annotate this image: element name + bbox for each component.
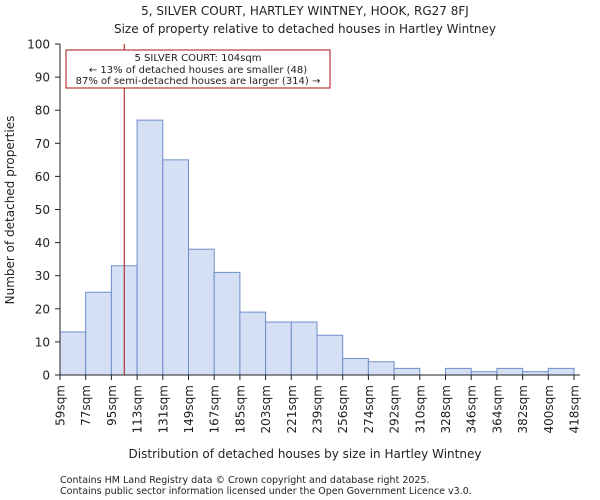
x-tick-label: 382sqm (516, 385, 530, 433)
x-tick-label: 131sqm (156, 385, 170, 433)
y-tick-label: 90 (35, 71, 50, 85)
y-axis-ticks: 0 10 20 30 40 50 60 70 80 90 100 (27, 38, 60, 383)
y-tick-label: 100 (27, 38, 50, 52)
annotation-line1: 5 SILVER COURT: 104sqm (135, 53, 262, 64)
y-tick-label: 30 (35, 269, 50, 283)
x-tick-label: 185sqm (233, 385, 247, 433)
histogram-bar (496, 367, 524, 376)
x-tick-label: 167sqm (208, 385, 222, 433)
x-tick-label: 292sqm (388, 385, 402, 433)
x-tick-label: 77sqm (79, 385, 93, 426)
x-axis-ticks: 59sqm 77sqm 95sqm 113sqm 131sqm 149sqm 167sqm 1… (54, 375, 582, 433)
y-tick-label: 80 (35, 104, 50, 118)
histogram-bar (239, 311, 267, 376)
annotation-line3: 87% of semi-detached houses are larger (… (76, 76, 321, 87)
x-tick-label: 149sqm (182, 385, 196, 433)
histogram-bar (342, 357, 369, 376)
histogram-bar (188, 248, 215, 376)
histogram-bar (316, 334, 344, 376)
x-tick-label: 203sqm (259, 385, 273, 433)
histogram-bar (59, 331, 87, 376)
x-tick-label: 274sqm (362, 385, 376, 433)
x-tick-label: 328sqm (439, 385, 453, 433)
histogram-bar (136, 119, 164, 376)
y-tick-label: 40 (35, 236, 50, 250)
x-tick-label: 95sqm (105, 385, 119, 426)
x-tick-label: 221sqm (285, 385, 299, 433)
annotation-box (65, 49, 331, 89)
x-tick-label: 59sqm (54, 385, 68, 426)
x-tick-label: 418sqm (568, 385, 582, 433)
histogram-bar (85, 291, 112, 376)
x-tick-label: 113sqm (131, 385, 145, 433)
x-tick-label: 400sqm (542, 385, 556, 433)
histogram-bar (393, 367, 421, 376)
y-tick-label: 0 (42, 369, 50, 383)
x-tick-label: 256sqm (336, 385, 350, 433)
histogram-bar (290, 321, 318, 376)
y-tick-label: 10 (35, 335, 50, 349)
y-tick-label: 20 (35, 302, 50, 316)
y-axis-label: Number of detached properties (3, 116, 17, 305)
x-tick-label: 310sqm (413, 385, 427, 433)
histogram-bar (162, 159, 190, 376)
y-tick-label: 60 (35, 170, 50, 184)
histogram-bar (213, 271, 241, 376)
chart-title-line2: Size of property relative to detached ho… (114, 22, 496, 36)
footer-line2: Contains public sector information licen… (60, 486, 472, 497)
x-tick-label: 346sqm (465, 385, 479, 433)
histogram-bar (547, 367, 575, 376)
x-axis-label: Distribution of detached houses by size … (129, 447, 482, 461)
footer-line1: Contains HM Land Registry data © Crown c… (60, 475, 430, 486)
chart-title-line1: 5, SILVER COURT, HARTLEY WINTNEY, HOOK, … (141, 4, 469, 18)
annotation-line2: ← 13% of detached houses are smaller (48… (89, 65, 307, 76)
histogram-bar (445, 367, 472, 376)
histogram-bar (265, 321, 292, 376)
x-tick-label: 364sqm (490, 385, 504, 433)
x-tick-label: 239sqm (311, 385, 325, 433)
bars (59, 119, 575, 376)
y-tick-label: 50 (35, 203, 50, 217)
histogram-bar (367, 361, 395, 376)
y-tick-label: 70 (35, 137, 50, 151)
